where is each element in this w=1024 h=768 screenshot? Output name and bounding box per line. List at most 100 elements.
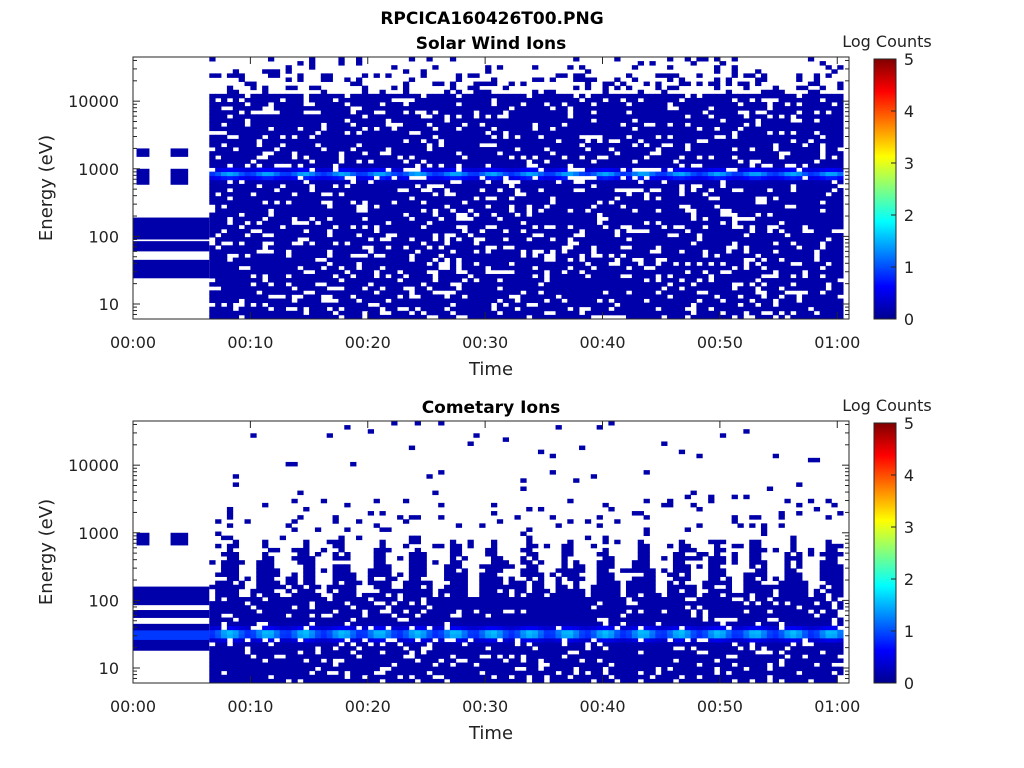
cell	[461, 265, 468, 271]
cell	[766, 142, 774, 148]
cell	[584, 159, 592, 164]
cell	[232, 278, 240, 283]
cell	[309, 61, 316, 66]
cell	[825, 151, 832, 156]
cell	[590, 286, 598, 291]
cell	[731, 290, 738, 295]
cell	[708, 310, 715, 316]
cell	[579, 196, 586, 201]
cell	[555, 142, 562, 148]
cell	[391, 253, 398, 258]
cell	[802, 257, 809, 263]
cell	[267, 204, 275, 209]
cell	[714, 269, 721, 275]
cell	[279, 159, 286, 164]
cell	[790, 126, 797, 132]
cell	[402, 134, 410, 140]
cell	[661, 253, 668, 258]
cell	[778, 192, 785, 197]
cell	[714, 183, 721, 189]
cell	[702, 257, 709, 263]
cell	[449, 151, 457, 156]
cell	[461, 126, 468, 132]
cell	[367, 106, 375, 111]
cell	[209, 298, 216, 304]
cell	[590, 290, 598, 295]
cell	[238, 163, 245, 168]
cell	[491, 200, 498, 205]
cell	[714, 163, 721, 168]
cell	[725, 192, 733, 197]
cell	[602, 273, 609, 279]
cell	[344, 159, 351, 164]
cell	[379, 282, 386, 287]
cell	[608, 265, 615, 271]
cell	[485, 306, 492, 312]
cell	[385, 179, 392, 185]
cell	[608, 93, 615, 99]
cell	[755, 138, 762, 144]
cell	[367, 192, 375, 197]
cell	[755, 126, 762, 132]
cell	[238, 249, 245, 254]
cell	[420, 130, 427, 136]
cell	[449, 273, 457, 279]
cell	[555, 163, 562, 168]
cell	[690, 228, 697, 234]
cell	[273, 179, 281, 185]
cell	[461, 130, 468, 136]
cell	[690, 106, 697, 111]
cell	[719, 188, 727, 193]
cell	[655, 171, 662, 177]
cell	[825, 118, 832, 123]
cell	[444, 122, 451, 127]
cell	[361, 228, 369, 234]
cell	[579, 237, 586, 242]
cell	[385, 126, 392, 132]
cell	[508, 130, 515, 136]
cell	[625, 302, 633, 308]
cell	[432, 220, 439, 226]
cell	[614, 278, 621, 283]
cell	[672, 102, 680, 107]
cell	[432, 224, 439, 230]
cell	[350, 228, 357, 234]
cell	[796, 73, 803, 78]
cell	[250, 102, 257, 107]
cell	[760, 142, 768, 148]
cell	[631, 179, 639, 185]
cell	[614, 290, 621, 295]
cell	[344, 233, 351, 238]
cell	[561, 290, 568, 295]
cell	[584, 77, 592, 82]
cell	[625, 294, 633, 299]
cell	[813, 81, 821, 87]
cell	[244, 179, 251, 185]
cell	[696, 286, 703, 291]
cell	[338, 118, 345, 123]
cell	[584, 294, 592, 299]
cell	[743, 273, 750, 279]
cell	[555, 167, 562, 173]
cell	[661, 278, 668, 283]
cell	[491, 253, 498, 258]
cell	[356, 138, 363, 144]
cell	[708, 93, 715, 99]
cell	[807, 261, 815, 267]
cell	[796, 196, 803, 201]
cell	[672, 97, 680, 103]
cell	[485, 310, 492, 316]
cell	[661, 192, 668, 197]
cell	[714, 273, 721, 279]
cell	[526, 126, 533, 132]
cell	[473, 306, 480, 312]
cell	[672, 134, 680, 140]
cell	[391, 302, 398, 308]
cell	[420, 106, 427, 111]
cell	[297, 302, 304, 308]
cell	[614, 114, 621, 119]
cell	[743, 167, 750, 173]
cell	[332, 126, 339, 132]
cell	[361, 155, 369, 160]
cell	[473, 282, 480, 287]
